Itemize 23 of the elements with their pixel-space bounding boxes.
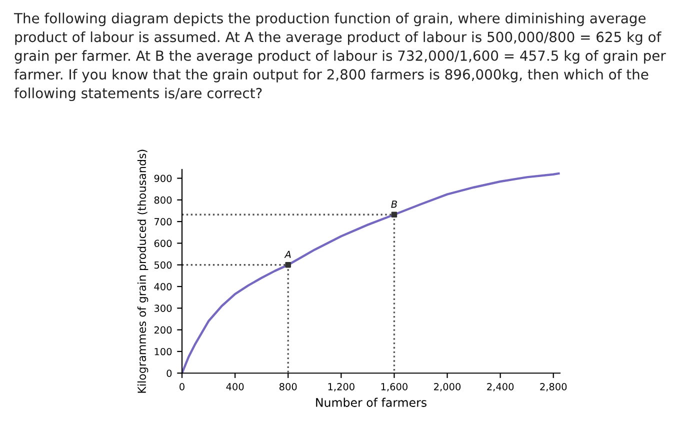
- x-tick-label: 0: [180, 383, 184, 390]
- y-axis-title: Kilogrammes of grain produced (thousands): [137, 150, 148, 393]
- y-tick-label: 800: [154, 196, 172, 204]
- x-tick-label: 2,400: [487, 383, 514, 392]
- x-tick-label: 1,600: [381, 383, 408, 392]
- y-tick-label: 700: [154, 218, 172, 226]
- x-tick-label: 800: [279, 383, 297, 390]
- y-tick-label: 200: [154, 326, 172, 334]
- chart-title: The following diagram depicts the production function of grain, where diminishing average product of labour is assumed. At A the average product of labour is 500,000/800 = 625 kg of grain per farmer. At B the average product of labour is 732,000/1,600 = 457.5 kg of grain per farmer. If you know that the grain output for 2,800 farmers is 896,000kg, then which of the following statements is/are correct?: [14, 12, 666, 102]
- y-tick-label: 100: [154, 348, 172, 356]
- y-tick-label: 600: [154, 240, 172, 248]
- x-tick-label: 2,000: [434, 383, 461, 392]
- y-tick-label: 300: [154, 304, 172, 312]
- x-tick-label: 2,800: [540, 383, 567, 392]
- y-tick-label: 500: [154, 261, 172, 269]
- y-tick-label: 900: [154, 174, 172, 182]
- y-tick-label: 400: [154, 282, 172, 290]
- x-tick-label: 400: [226, 383, 244, 390]
- annotation: B: [391, 200, 397, 208]
- y-tick-label: 0: [166, 370, 172, 377]
- annotation: A: [284, 250, 291, 258]
- x-axis-title: Number of farmers: [316, 398, 426, 407]
- x-tick-label: 1,200: [328, 383, 354, 392]
